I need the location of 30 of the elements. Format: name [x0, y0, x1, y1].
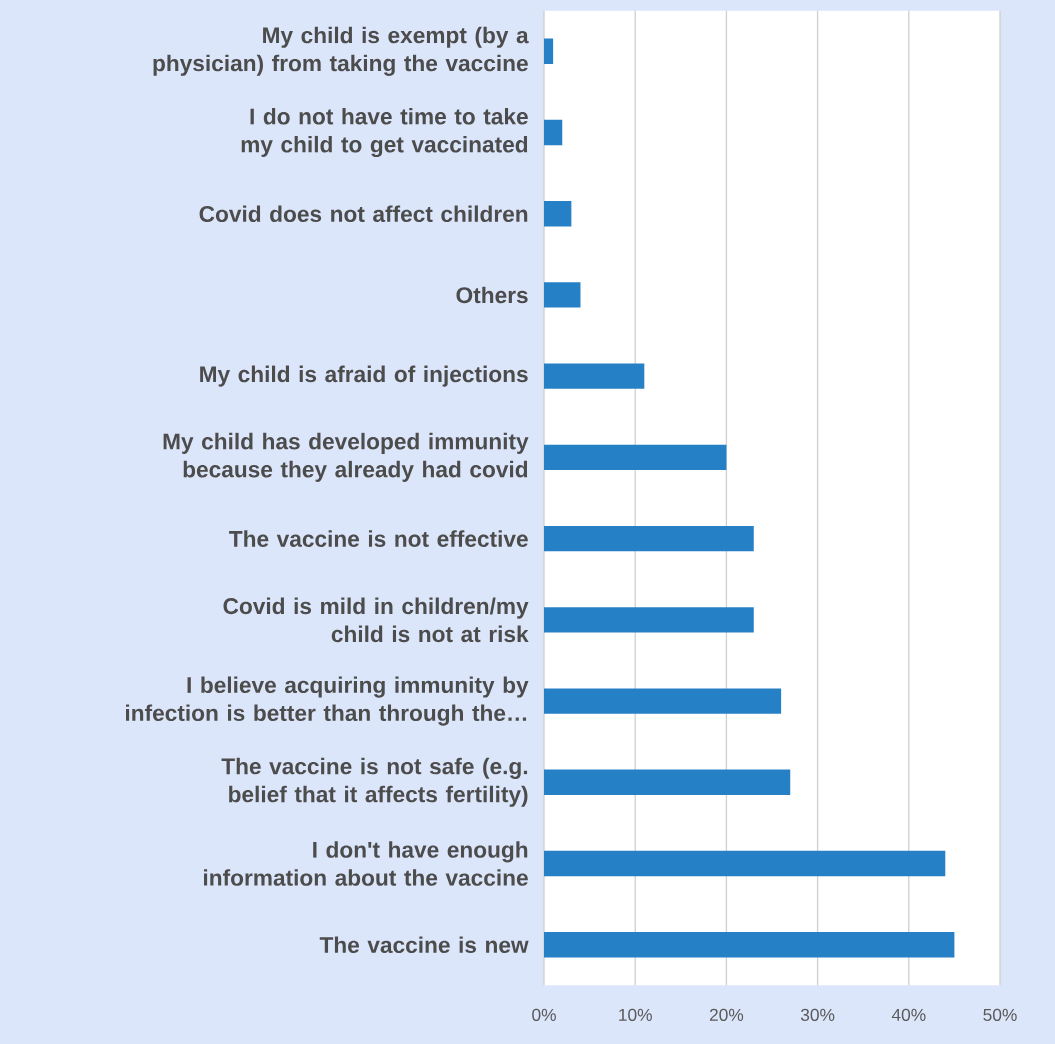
- bar: [544, 282, 581, 308]
- x-tick-label: 0%: [532, 1008, 556, 1021]
- x-tick-label: 20%: [709, 1008, 744, 1021]
- y-tick-label: The vaccine is not safe (e.g. belief that it affects fertility): [221, 757, 528, 807]
- y-tick-label: Covid does not affect children: [199, 205, 528, 223]
- x-tick-label: 50%: [983, 1008, 1017, 1021]
- y-tick-label: The vaccine is not effective: [229, 530, 528, 547]
- x-tick-label: 10%: [619, 1008, 652, 1021]
- bar: [544, 363, 645, 389]
- bar: [544, 38, 554, 64]
- bar: [544, 688, 782, 714]
- x-tick-label: 40%: [891, 1008, 926, 1021]
- y-tick-label: I don't have enough information about the vaccine: [204, 841, 528, 886]
- y-tick-label: My child is afraid of injections: [200, 365, 528, 387]
- bar: [544, 932, 955, 958]
- bar: [544, 525, 754, 552]
- y-tick-label: Others: [456, 286, 528, 304]
- bar: [544, 201, 572, 227]
- y-tick-label: My child is exempt (by a physician) from taking the vaccine: [153, 26, 529, 76]
- bar: [544, 444, 727, 471]
- x-tick-label: 30%: [800, 1008, 835, 1021]
- y-tick-label: The vaccine is new: [319, 936, 529, 954]
- bar: [544, 850, 946, 877]
- bar: [544, 119, 563, 146]
- y-tick-label: I believe acquiring immunity by infection is better than through the…: [126, 676, 529, 726]
- bar: [544, 769, 791, 795]
- bar: [544, 607, 754, 633]
- y-tick-label: My child has developed immunity because they already had covid: [163, 432, 529, 482]
- y-tick-label: Covid is mild in children/my child is not at risk: [223, 597, 529, 643]
- y-tick-label: I do not have time to take my child to get vaccinated: [241, 107, 528, 158]
